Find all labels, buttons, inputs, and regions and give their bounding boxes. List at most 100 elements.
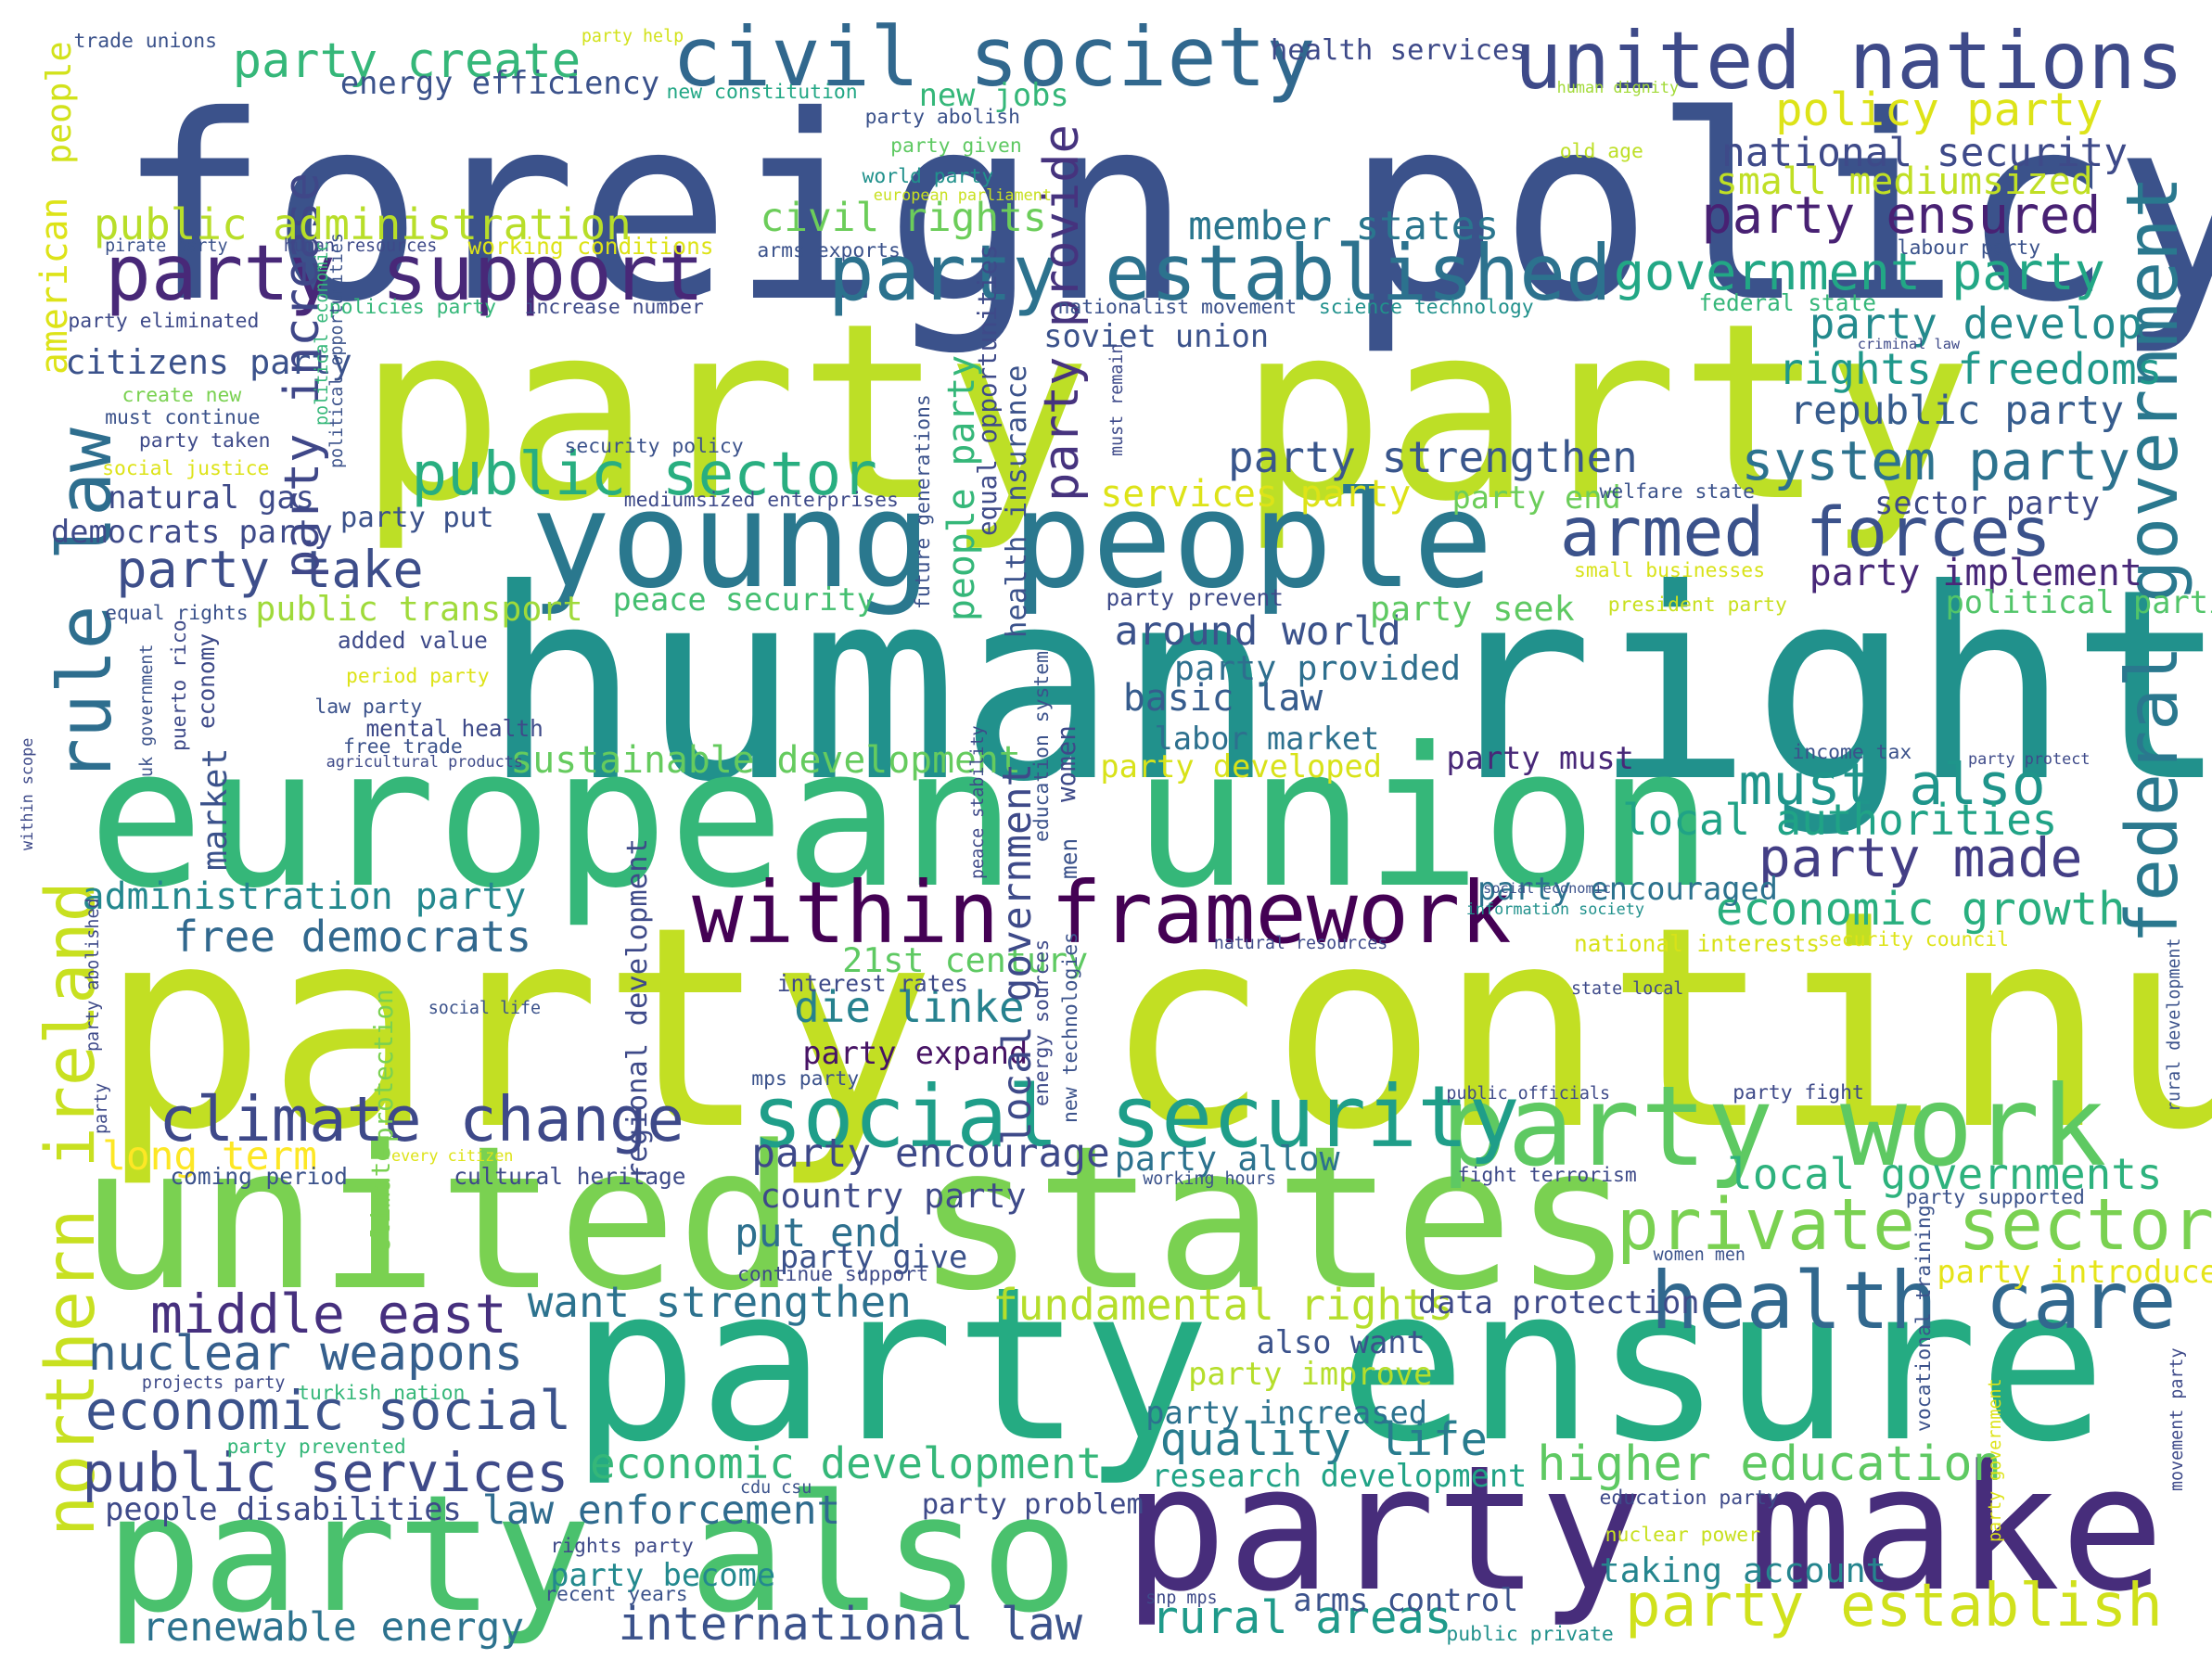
word-party-work: party work	[1440, 1062, 2107, 1192]
word-mps-party: mps party	[751, 1066, 860, 1091]
word-vocational-training: vocational training	[1912, 1205, 1936, 1433]
word-party-encouraged: party encouraged	[1477, 870, 1778, 907]
word-die-linke: die linke	[794, 982, 1025, 1033]
word-national-security: national security	[1721, 129, 2129, 176]
word-continue-support: continue support	[737, 1262, 929, 1286]
word-federal-state: federal state	[1698, 288, 1876, 316]
word-interest-rates: interest rates	[776, 969, 968, 997]
word-civil-society: civil society	[671, 9, 1316, 106]
word-human-rights: human rights	[481, 533, 2212, 841]
word-women-men: women men	[1653, 1245, 1745, 1266]
word-party-made: party made	[1758, 825, 2083, 889]
word-quality-life: quality life	[1159, 1412, 1488, 1466]
word-country-party: country party	[760, 1176, 1027, 1216]
word-also-want: also want	[1256, 1324, 1426, 1360]
word-nationalist-movement: nationalist movement	[1057, 296, 1298, 320]
word-party-support: party support	[105, 228, 705, 318]
word-republic-party: republic party	[1789, 387, 2125, 434]
word-president-party: president party	[1607, 593, 1787, 618]
word-public-private: public private	[1446, 1623, 1614, 1647]
word-equal-rights: equal rights	[105, 602, 249, 626]
word-party-increased: party increased	[1145, 1395, 1427, 1432]
word-party-prevent: party prevent	[1106, 583, 1284, 611]
word-party-expand: party expand	[802, 1035, 1029, 1072]
word-party-taken: party taken	[138, 428, 271, 453]
word-arms-control: arms control	[1293, 1582, 1519, 1619]
word-party-provided: party provided	[1173, 648, 1462, 689]
word-political-parties: political parties	[1945, 583, 2212, 620]
word-puerto-rico: puerto rico	[168, 619, 192, 752]
word-new-constitution: new constitution	[666, 80, 858, 104]
word-energy-efficiency: energy efficiency	[339, 65, 660, 102]
word-social-life: social life	[428, 999, 542, 1019]
word-public-services: public services	[82, 1441, 569, 1505]
word-put-end: put end	[734, 1209, 902, 1257]
word-law-party: law party	[314, 696, 423, 720]
word-party-give: party give	[779, 1239, 968, 1276]
word-party-must: party must	[1446, 740, 1634, 777]
word-party-supported: party supported	[1905, 1186, 2085, 1210]
word-working-conditions: working conditions	[467, 232, 714, 260]
word-period-party: period party	[346, 664, 490, 688]
word-free-trade: free trade	[342, 735, 463, 759]
word-party-protect: party protect	[1968, 749, 2091, 769]
word-private-sector: private sector	[1616, 1184, 2212, 1268]
word-welfare-state: welfare state	[1599, 479, 1755, 504]
word-old-age: old age	[1559, 139, 1643, 163]
word-economic-growth: economic growth	[1715, 883, 2126, 937]
word-party-developed: party developed	[1100, 748, 1383, 785]
word-security-council: security council	[1817, 927, 2010, 951]
word-renewable-energy: renewable energy	[141, 1603, 525, 1651]
word-agricultural-products: agricultural products	[326, 752, 523, 772]
word-must-continue: must continue	[105, 406, 261, 430]
word-government-party: government party	[1613, 242, 2105, 302]
word-recent-years: recent years	[544, 1583, 688, 1607]
word-rights-party: rights party	[550, 1535, 694, 1559]
word-arms-exports: arms exports	[757, 238, 901, 262]
word-party-given: party given	[890, 134, 1022, 158]
word-party-create: party create	[232, 32, 582, 89]
word-human-resources: human resources	[283, 236, 438, 256]
word-natural-resources: natural resources	[1213, 934, 1388, 954]
word-political-opportunities: political opportunities	[326, 232, 347, 468]
word-party-fight: party fight	[1733, 1081, 1864, 1105]
word-security-policy: security policy	[564, 434, 744, 458]
word-party-established: party established	[827, 228, 1612, 318]
word-citizens-party: citizens party	[65, 342, 352, 383]
word-around-world: around world	[1114, 608, 1401, 656]
word-free-democrats: free democrats	[173, 911, 532, 962]
word-party-encourage: party encourage	[751, 1130, 1110, 1178]
word-data-protection: data protection	[1417, 1284, 1700, 1321]
word-people-disabilities: people disabilities	[105, 1491, 462, 1528]
word-cdu-csu: cdu csu	[740, 1478, 812, 1499]
word-turkish-nation: turkish nation	[298, 1382, 466, 1406]
word-cultural-heritage: cultural heritage	[454, 1162, 686, 1190]
word-party-become: party become	[550, 1556, 776, 1593]
word-working-hours: working hours	[1143, 1168, 1276, 1189]
word-party-abolish: party abolish	[864, 106, 1021, 130]
word-higher-education: higher education	[1537, 1436, 2001, 1493]
word-labor-market: labor market	[1154, 720, 1380, 757]
word-create-new: create new	[121, 383, 242, 407]
word-mental-health: mental health	[365, 714, 543, 742]
word-21st-century: 21st century	[842, 940, 1089, 981]
word-peace-security: peace security	[612, 581, 876, 618]
word-party-put: party put	[339, 502, 494, 535]
word-democrats-party: democrats party	[51, 513, 333, 550]
word-rural-areas: rural areas	[1151, 1591, 1452, 1645]
word-men: men	[1055, 837, 1082, 879]
word-health-services: health services	[1270, 33, 1527, 67]
word-coming-period: coming period	[170, 1162, 348, 1190]
word-policies-party: policies party	[328, 296, 496, 320]
word-party-allow: party allow	[1114, 1139, 1340, 1180]
word-fundamental-rights: fundamental rights	[992, 1280, 1454, 1331]
word-united-states: united states	[79, 1103, 1633, 1334]
word-economy: economy	[192, 632, 220, 729]
word-middle-east: middle east	[150, 1283, 507, 1347]
word-fight-terrorism: fight terrorism	[1457, 1163, 1637, 1187]
word-social-economic: social economic	[1483, 879, 1612, 897]
word-must-also: must also	[1738, 752, 2046, 819]
word-peace-stability: peace stability	[967, 725, 988, 879]
word-public-transport: public transport	[255, 589, 583, 630]
